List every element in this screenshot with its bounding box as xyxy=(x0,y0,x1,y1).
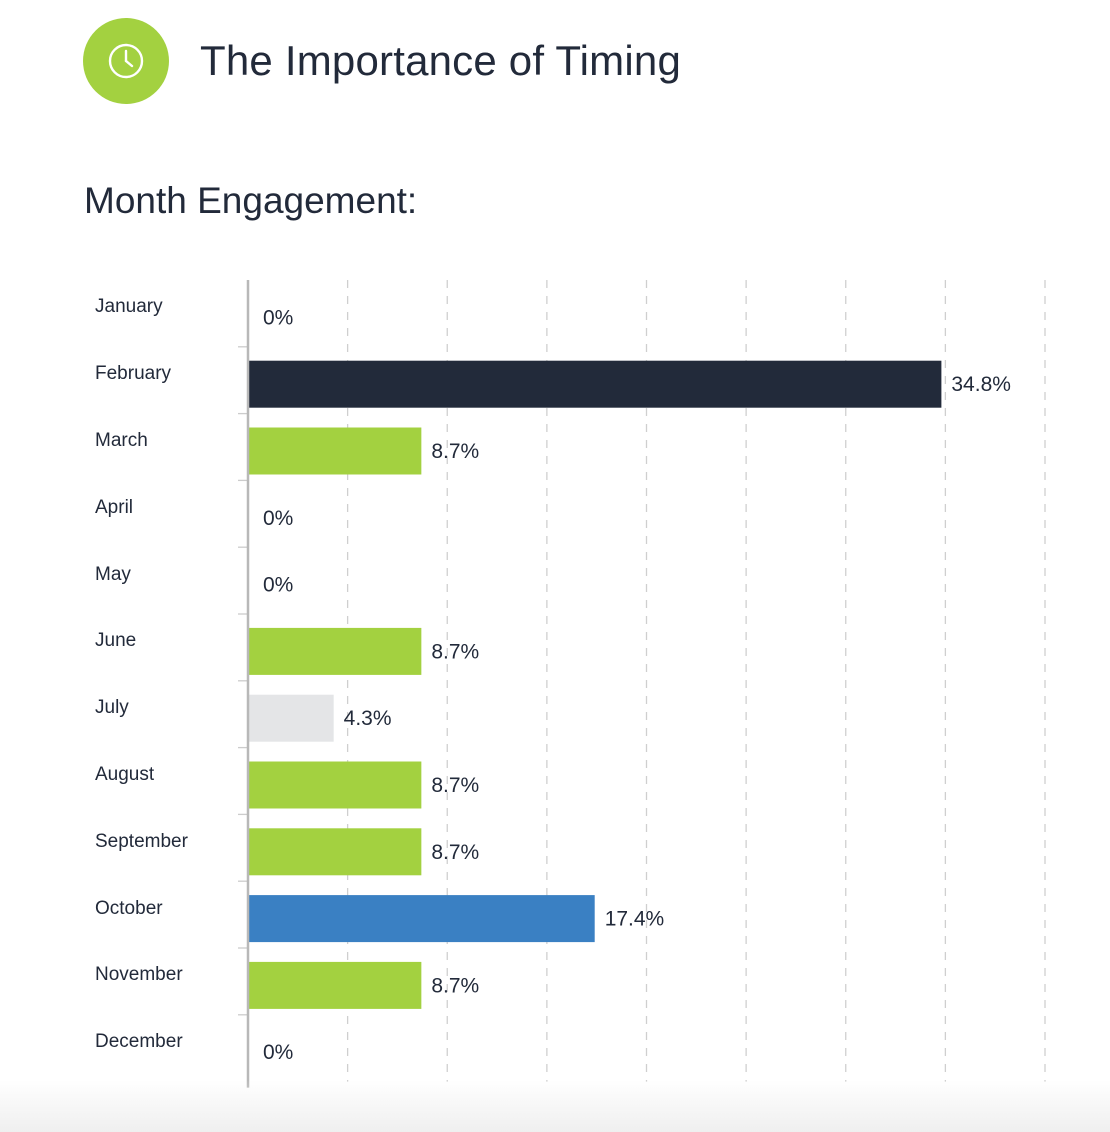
bar xyxy=(248,895,595,943)
clock-icon xyxy=(108,43,144,79)
bar xyxy=(248,694,334,742)
data-label: 0% xyxy=(263,1041,293,1064)
bar xyxy=(248,828,422,876)
clock-badge xyxy=(83,18,169,104)
data-label: 8.7% xyxy=(431,640,479,663)
data-label: 17.4% xyxy=(605,908,665,931)
category-label: October xyxy=(95,897,163,919)
data-label: 0% xyxy=(263,507,293,530)
category-label: February xyxy=(95,363,172,385)
data-label: 0% xyxy=(263,574,293,597)
category-label: June xyxy=(95,630,137,652)
data-label: 8.7% xyxy=(431,841,479,864)
page-title: The Importance of Timing xyxy=(200,37,682,84)
footer-shade xyxy=(0,1080,1110,1132)
category-label: December xyxy=(95,1031,183,1053)
data-label: 0% xyxy=(263,306,293,329)
category-label: September xyxy=(95,830,188,852)
data-label: 34.8% xyxy=(951,373,1011,396)
chart-title: Month Engagement: xyxy=(84,180,418,221)
data-label: 8.7% xyxy=(431,974,479,997)
bar xyxy=(248,360,942,408)
category-label: April xyxy=(95,496,134,518)
data-label: 8.7% xyxy=(431,774,479,797)
data-label: 8.7% xyxy=(431,440,479,463)
category-label: November xyxy=(95,964,183,986)
category-label: January xyxy=(95,296,163,318)
category-label: May xyxy=(95,563,131,585)
bar xyxy=(248,427,422,475)
category-label: August xyxy=(95,764,155,785)
category-label: March xyxy=(95,430,148,451)
data-label: 4.3% xyxy=(344,707,392,730)
bar xyxy=(248,761,422,809)
bar xyxy=(248,961,422,1009)
header: The Importance of Timing xyxy=(83,18,681,104)
bar xyxy=(248,627,422,675)
category-label: July xyxy=(95,697,129,719)
